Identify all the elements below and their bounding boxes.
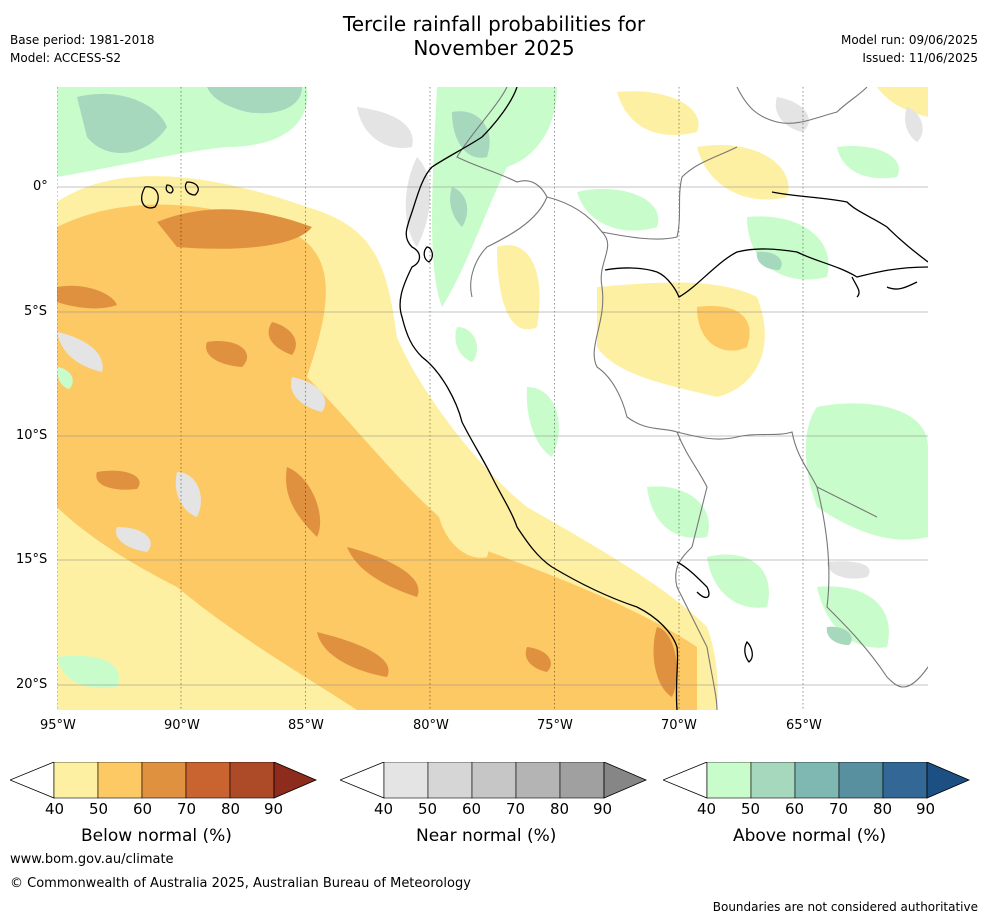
above-tick-60: 60 (785, 800, 805, 818)
below-normal-label: Below normal (%) (81, 826, 232, 846)
lon-label-85w: 85°W (288, 718, 324, 733)
lon-label-75w: 75°W (537, 718, 573, 733)
below-normal-colorbar (10, 762, 318, 799)
above-tick-40: 40 (697, 800, 717, 818)
above-tick-50: 50 (741, 800, 761, 818)
footer-copyright: © Commonwealth of Australia 2025, Austra… (10, 876, 471, 891)
title-line-1: Tercile rainfall probabilities for (342, 12, 646, 36)
lon-label-65w: 65°W (786, 718, 822, 733)
lat-label-10s: 10°S (16, 428, 48, 443)
near-tick-50: 50 (418, 800, 438, 818)
near-normal-fields (57, 97, 923, 579)
base-period: Base period: 1981-2018 (10, 33, 155, 47)
below-tick-60: 60 (133, 800, 153, 818)
lon-label-95w: 95°W (40, 718, 76, 733)
below-tick-80: 80 (221, 800, 241, 818)
below-tick-50: 50 (89, 800, 109, 818)
issued-date: Issued: 11/06/2025 (862, 51, 978, 65)
coastline (141, 87, 928, 710)
near-tick-60: 60 (462, 800, 482, 818)
above-normal-colorbar (663, 762, 971, 799)
map-title: Tercile rainfall probabilities for Novem… (0, 12, 988, 60)
above-tick-70: 70 (829, 800, 849, 818)
lon-label-80w: 80°W (413, 718, 449, 733)
footer-disclaimer: Boundaries are not considered authoritat… (712, 900, 978, 914)
footer-url[interactable]: www.bom.gov.au/climate (10, 852, 174, 867)
lon-label-70w: 70°W (661, 718, 697, 733)
country-borders (456, 87, 928, 710)
near-tick-70: 70 (506, 800, 526, 818)
near-tick-90: 90 (593, 800, 613, 818)
model-run: Model run: 09/06/2025 (840, 33, 978, 47)
title-line-2: November 2025 (413, 36, 575, 60)
above-normal-fields (57, 87, 928, 689)
meta-left: Base period: 1981-2018 Model: ACCESS-S2 (10, 31, 155, 67)
lat-label-5s: 5°S (24, 304, 48, 319)
near-normal-colorbar (340, 762, 648, 799)
above-tick-80: 80 (873, 800, 893, 818)
meta-right: Model run: 09/06/2025 Issued: 11/06/2025 (841, 31, 978, 67)
near-tick-80: 80 (550, 800, 570, 818)
above-normal-label: Above normal (%) (733, 826, 887, 846)
latitude-lines (57, 186, 928, 686)
lon-label-90w: 90°W (164, 718, 200, 733)
model-name: Model: ACCESS-S2 (10, 51, 122, 65)
lat-label-0: 0° (33, 179, 48, 194)
below-tick-70: 70 (177, 800, 197, 818)
below-tick-90: 90 (264, 800, 284, 818)
near-tick-40: 40 (374, 800, 394, 818)
lat-label-20s: 20°S (16, 677, 48, 692)
lat-label-15s: 15°S (16, 552, 48, 567)
below-normal-fields (57, 87, 928, 710)
above-tick-90: 90 (916, 800, 936, 818)
probability-map (57, 87, 928, 710)
below-tick-40: 40 (45, 800, 65, 818)
near-normal-label: Near normal (%) (416, 826, 557, 846)
